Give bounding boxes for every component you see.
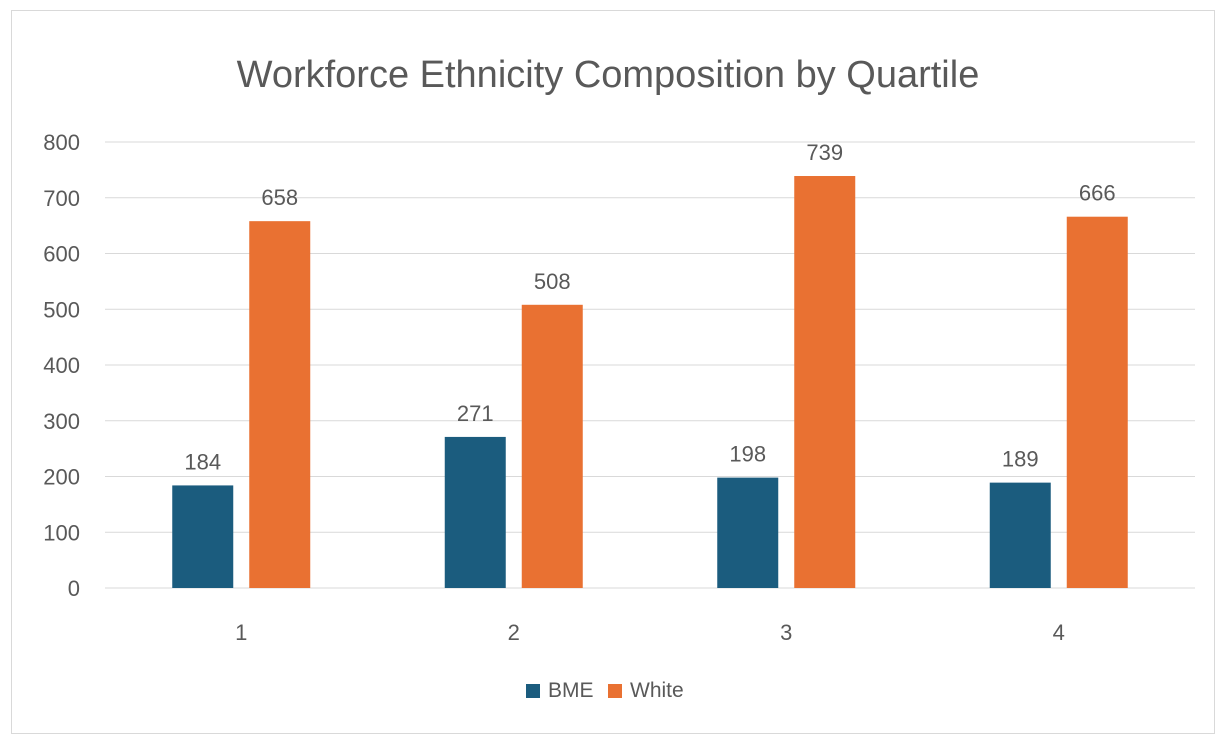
x-tick-label: 4 xyxy=(1053,620,1065,645)
bars xyxy=(172,176,1128,589)
bar-bme-4 xyxy=(989,482,1051,588)
legend-label-white: White xyxy=(630,679,684,702)
y-axis-ticks: 0 100 200 300 400 500 600 700 800 xyxy=(43,130,80,601)
x-tick-label: 3 xyxy=(780,620,792,645)
y-tick-label: 500 xyxy=(43,297,80,322)
data-label: 739 xyxy=(806,140,843,165)
bar-bme-1 xyxy=(172,485,234,588)
legend-swatch-white xyxy=(608,684,622,698)
legend-swatch-bme xyxy=(526,684,540,698)
y-tick-label: 100 xyxy=(43,520,80,545)
y-tick-label: 300 xyxy=(43,409,80,434)
data-label: 198 xyxy=(729,442,766,467)
data-label: 508 xyxy=(534,269,571,294)
bar-white-3 xyxy=(794,176,856,588)
data-label: 658 xyxy=(261,185,298,210)
x-tick-label: 2 xyxy=(508,620,520,645)
y-tick-label: 800 xyxy=(43,130,80,155)
x-axis-ticks: 1 2 3 4 xyxy=(235,620,1065,645)
chart-title: Workforce Ethnicity Composition by Quart… xyxy=(237,54,980,96)
y-tick-label: 200 xyxy=(43,465,80,490)
bar-white-2 xyxy=(521,304,583,588)
chart-frame xyxy=(11,10,1215,734)
bar-bme-3 xyxy=(717,477,779,588)
data-label: 189 xyxy=(1002,447,1039,472)
data-label: 666 xyxy=(1079,181,1116,206)
data-label: 271 xyxy=(457,401,494,426)
bar-bme-2 xyxy=(444,436,506,588)
data-labels: 184 658 271 508 198 739 189 666 xyxy=(184,140,1115,474)
data-label: 184 xyxy=(184,449,221,474)
x-tick-label: 1 xyxy=(235,620,247,645)
y-tick-label: 400 xyxy=(43,353,80,378)
y-tick-label: 700 xyxy=(43,186,80,211)
y-tick-label: 0 xyxy=(68,576,80,601)
y-tick-label: 600 xyxy=(43,242,80,267)
legend: BME White xyxy=(526,679,684,702)
bar-white-1 xyxy=(249,221,311,589)
bar-white-4 xyxy=(1066,216,1128,588)
legend-label-bme: BME xyxy=(548,679,594,702)
